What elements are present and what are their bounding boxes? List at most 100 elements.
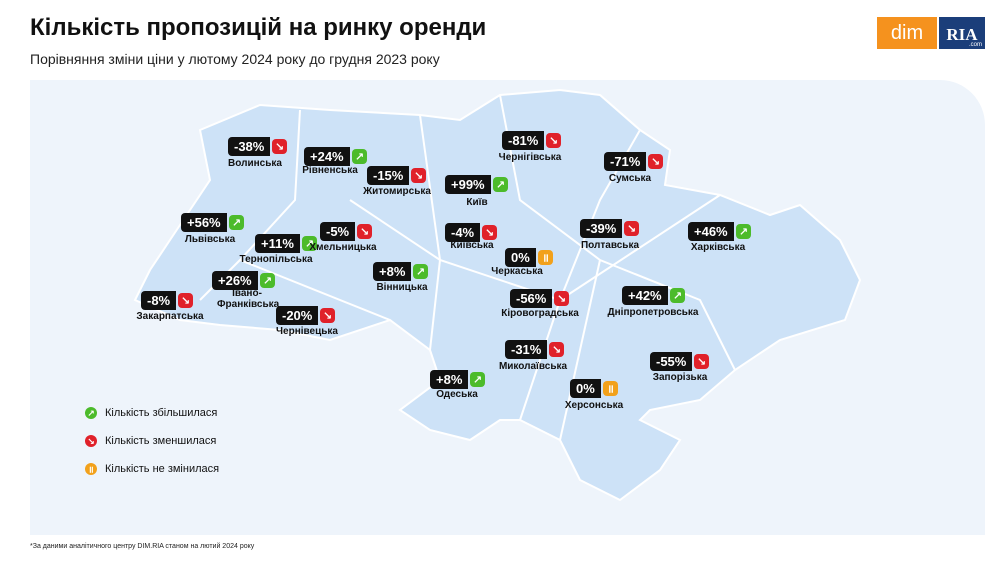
region-name: Хмельницька — [309, 242, 377, 253]
logo-ria: RIA .com — [939, 17, 985, 49]
svg-text:↘: ↘ — [549, 135, 558, 148]
region-badge: +99% ↗ — [445, 175, 508, 194]
region-name: Вінницька — [376, 282, 428, 293]
legend-label: Кількість зменшилася — [105, 435, 217, 447]
svg-text:↘: ↘ — [697, 356, 706, 369]
legend-glyph: ॥ — [88, 466, 93, 476]
region-badge: -5% ↘ — [320, 222, 373, 241]
region-value: 0% — [505, 248, 536, 267]
svg-text:↗: ↗ — [473, 374, 482, 387]
region-badge: +8% ↗ — [430, 370, 486, 389]
region-badge: -38% ↘ — [228, 137, 288, 156]
region-name: Чернівецька — [276, 326, 338, 337]
status-glyph: ↘ — [181, 295, 190, 308]
status-icon: ↘ — [694, 354, 710, 369]
svg-text:↗: ↗ — [87, 410, 95, 420]
region-name: Херсонська — [564, 400, 624, 411]
region-badge: 0% ॥ — [505, 248, 553, 267]
region-value: -55% — [650, 352, 693, 371]
status-glyph: ↘ — [552, 344, 561, 357]
legend-label: Кількість збільшилася — [105, 407, 218, 419]
region-value: 0% — [570, 379, 601, 398]
legend-label: Кількість не змінилася — [105, 463, 220, 475]
status-glyph: ↗ — [305, 238, 314, 251]
title: Кількість пропозицій на ринку оренди — [30, 14, 487, 41]
region-value: +56% — [181, 213, 227, 232]
status-icon: ॥ — [537, 250, 553, 265]
status-icon: ↘ — [546, 133, 562, 148]
region-value: -8% — [141, 291, 177, 310]
svg-text:↘: ↘ — [360, 226, 369, 239]
region-name: Тернопільська — [239, 254, 313, 265]
region-name: Волинська — [228, 158, 282, 169]
region-badge: -71% ↘ — [604, 152, 664, 171]
region-name: Запорізька — [652, 372, 708, 383]
status-icon: ↘ — [482, 225, 498, 240]
legend-item: ↘ Кількість зменшилася — [85, 435, 217, 448]
status-icon: ↗ — [669, 288, 685, 303]
status-icon: ॥ — [602, 381, 618, 396]
status-glyph: ↘ — [323, 310, 332, 323]
status-glyph: ↘ — [360, 226, 369, 239]
svg-text:↘: ↘ — [414, 170, 423, 183]
status-glyph: ॥ — [607, 383, 614, 396]
svg-text:↘: ↘ — [627, 223, 636, 236]
svg-text:↘: ↘ — [485, 227, 494, 240]
region-value: +8% — [373, 262, 412, 281]
region-value: -4% — [445, 223, 481, 242]
svg-text:↗: ↗ — [263, 275, 272, 288]
region-value: -5% — [320, 222, 356, 241]
region-name: Чернігівська — [498, 152, 562, 163]
legend-glyph: ↘ — [87, 438, 95, 448]
legend-glyph: ↗ — [87, 410, 95, 420]
status-icon: ↗ — [470, 372, 486, 387]
legend-icon: ↘ — [85, 435, 97, 448]
region-badge: -56% ↘ — [510, 289, 570, 308]
region-value: +42% — [622, 286, 668, 305]
region-badge: +11% ↗ — [255, 234, 317, 253]
svg-text:↗: ↗ — [739, 226, 748, 239]
region-name: Львівська — [184, 234, 236, 245]
legend-icon: ↗ — [85, 407, 97, 420]
region-name: Кіровоградська — [501, 308, 579, 319]
status-icon: ↗ — [735, 224, 751, 239]
region-name: Харківська — [690, 242, 746, 253]
svg-text:॥: ॥ — [542, 252, 549, 265]
region-name: Миколаївська — [498, 361, 568, 372]
svg-text:॥: ॥ — [607, 383, 614, 396]
region-badge: -81% ↘ — [502, 131, 562, 150]
status-glyph: ↘ — [549, 135, 558, 148]
status-glyph: ↘ — [414, 170, 423, 183]
region-badge: -4% ↘ — [445, 223, 498, 242]
status-icon: ↘ — [178, 293, 194, 308]
status-icon: ↗ — [301, 236, 317, 251]
svg-text:↘: ↘ — [651, 156, 660, 169]
status-icon: ↗ — [228, 215, 244, 230]
region-value: -31% — [505, 340, 548, 359]
region-badge: +46% ↗ — [688, 222, 751, 241]
svg-text:↗: ↗ — [496, 179, 505, 192]
region-badge: -39% ↘ — [580, 219, 640, 238]
region-name: Івано-Франківська — [217, 288, 280, 310]
region-value: -56% — [510, 289, 553, 308]
svg-text:↘: ↘ — [323, 310, 332, 323]
status-icon: ↘ — [554, 291, 570, 306]
svg-text:↘: ↘ — [181, 295, 190, 308]
region-value: +8% — [430, 370, 469, 389]
svg-text:↘: ↘ — [275, 141, 284, 154]
status-glyph: ↗ — [496, 179, 505, 192]
status-icon: ↘ — [320, 308, 336, 323]
status-glyph: ↗ — [473, 374, 482, 387]
region-badge: 0% ॥ — [570, 379, 618, 398]
subtitle: Порівняння зміни ціни у лютому 2024 року… — [30, 51, 440, 67]
region-badge: -31% ↘ — [505, 340, 565, 359]
logo-ria-text: RIA — [946, 25, 978, 44]
status-icon: ↘ — [549, 342, 565, 357]
svg-text:↗: ↗ — [416, 266, 425, 279]
status-glyph: ↗ — [673, 290, 682, 303]
status-glyph: ↘ — [651, 156, 660, 169]
legend-icon: ॥ — [85, 463, 97, 476]
footnote: *За даними аналітичного центру DIM.RIA с… — [30, 543, 255, 550]
